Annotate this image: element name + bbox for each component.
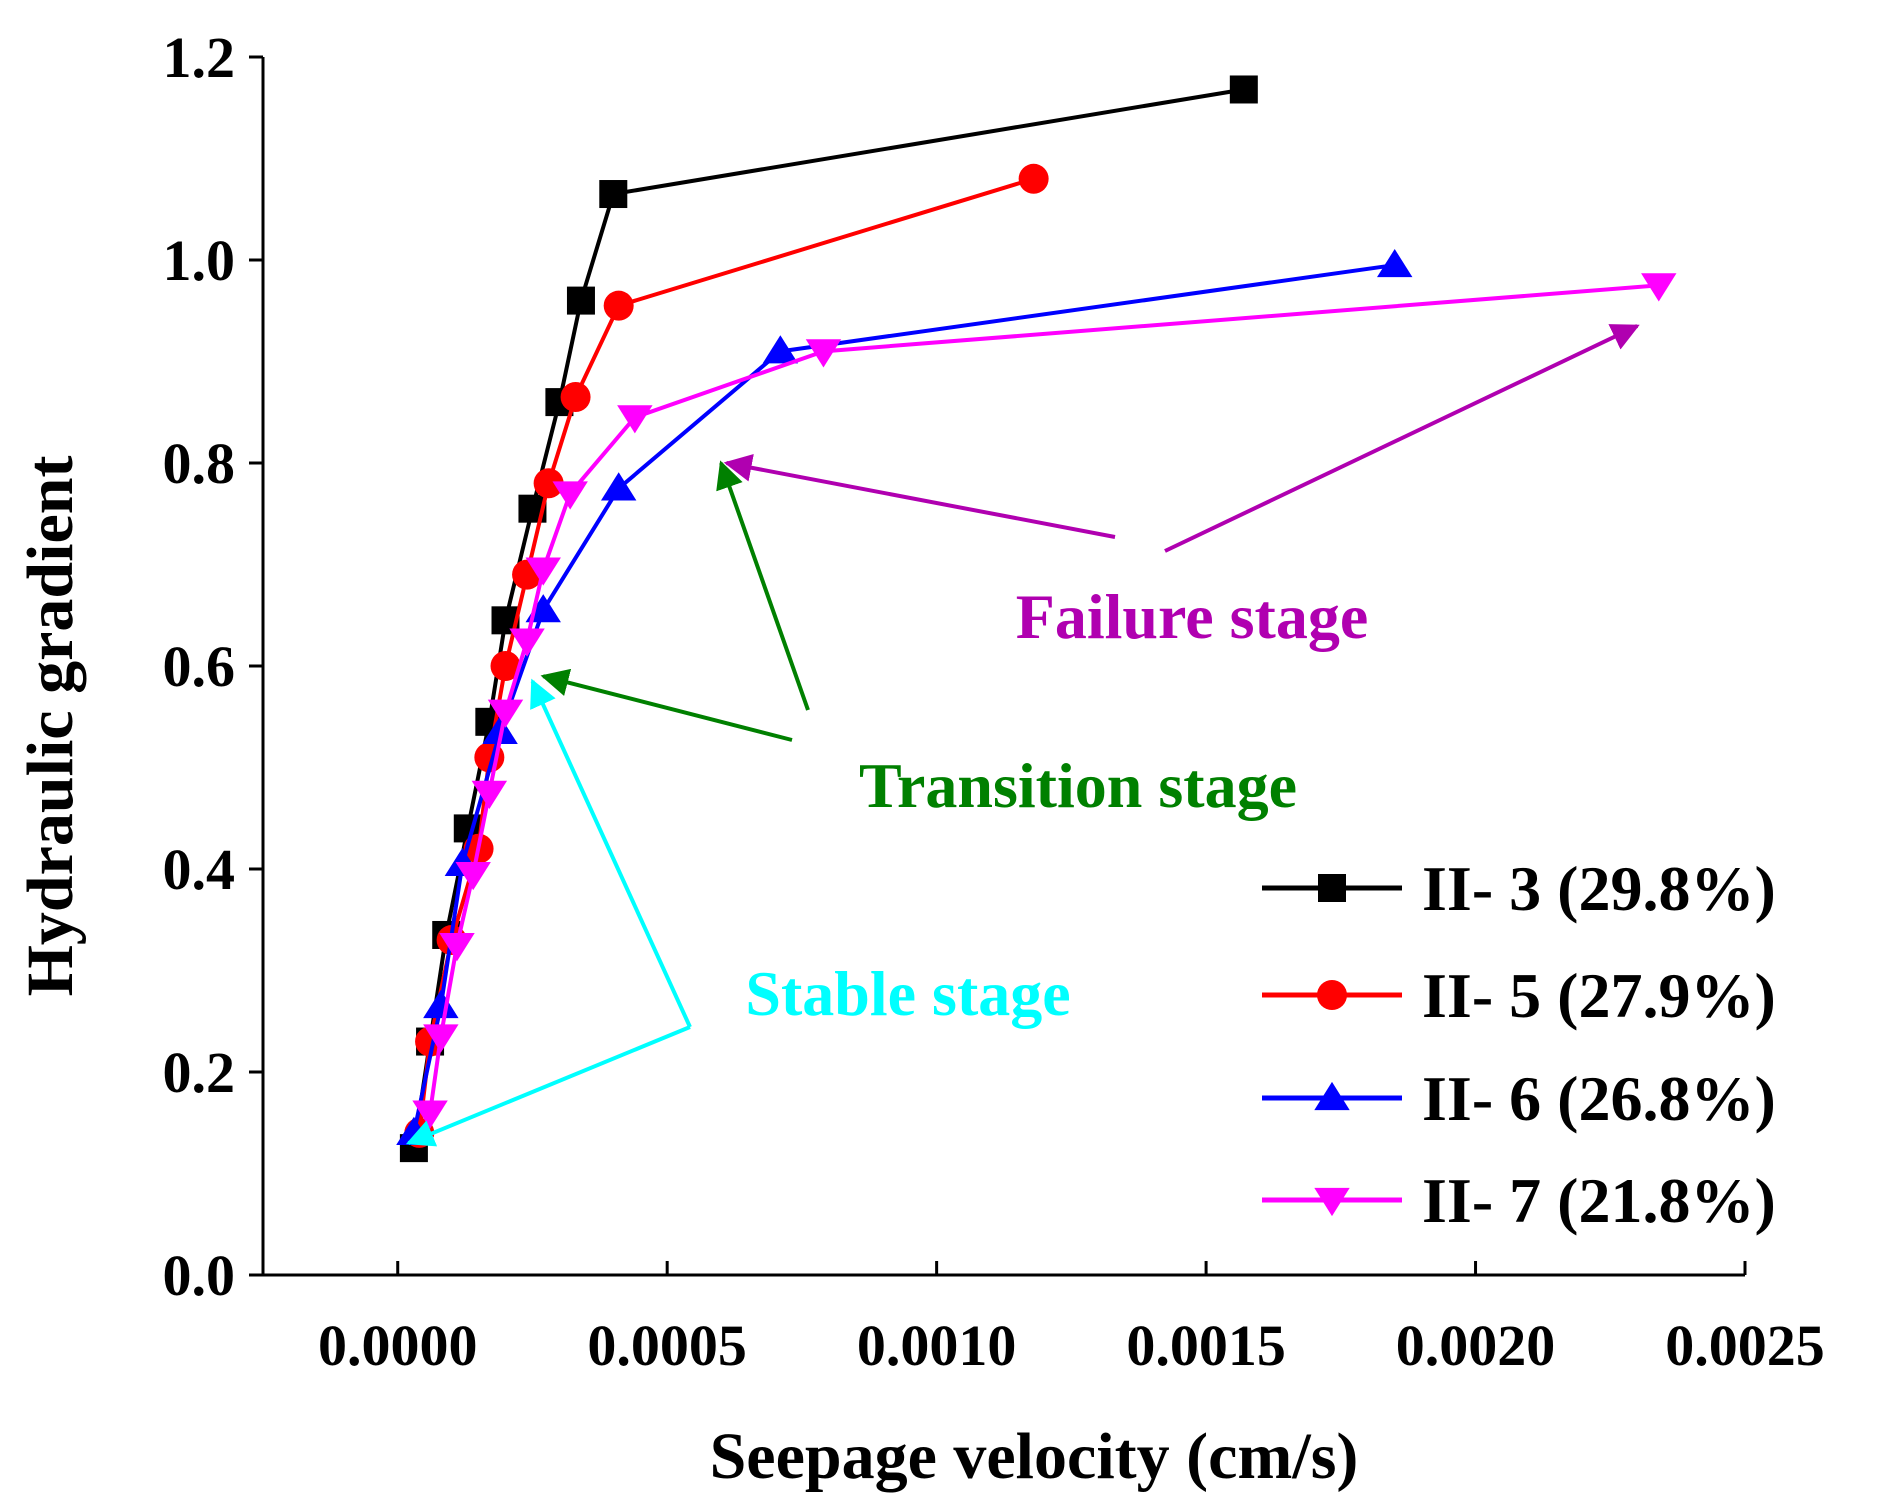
legend-item: II- 7 (21.8%) <box>1262 1165 1776 1236</box>
y-tick-label: 0.6 <box>163 634 236 699</box>
annotation-arrow <box>530 678 692 1028</box>
x-tick-label: 0.0025 <box>1665 1313 1825 1378</box>
annotation-arrow <box>540 668 793 742</box>
data-point <box>552 481 588 510</box>
legend-item: II- 5 (27.9%) <box>1262 960 1776 1031</box>
data-point <box>599 180 628 209</box>
y-axis-title: Hydraulic gradient <box>14 456 87 997</box>
legend-marker <box>1314 1187 1350 1217</box>
annotation-3: Failure stage <box>723 324 1640 652</box>
annotation-layer: Stable stage Transition stage Failure stag… <box>405 324 1640 1147</box>
data-point <box>600 472 637 501</box>
annotation-label: Transition stage <box>859 750 1297 821</box>
data-point <box>455 862 491 891</box>
annotation-arrow <box>1164 324 1640 553</box>
data-point <box>423 989 459 1019</box>
data-point <box>487 699 524 728</box>
legend-marker <box>1317 980 1347 1010</box>
data-point <box>490 651 521 681</box>
annotation-arrow <box>716 460 810 711</box>
legend: II- 3 (29.8%) II- 5 (27.9%) II- 6 (26.8%) I… <box>1262 853 1776 1236</box>
annotation-label: Stable stage <box>745 958 1070 1029</box>
y-tick-label: 0.4 <box>163 837 236 902</box>
series-layer <box>396 75 1677 1163</box>
data-point <box>566 286 595 315</box>
x-tick-label: 0.0000 <box>318 1313 478 1378</box>
data-point <box>1376 248 1413 278</box>
y-tick-label: 0.2 <box>163 1040 236 1105</box>
annotation-label: Failure stage <box>1016 581 1369 652</box>
data-point <box>471 780 508 809</box>
legend-label: II- 3 (29.8%) <box>1422 853 1776 924</box>
x-axis-title: Seepage velocity (cm/s) <box>710 1420 1359 1493</box>
data-point <box>617 405 653 434</box>
legend-item: II- 3 (29.8%) <box>1262 853 1776 924</box>
x-tick-label: 0.0010 <box>857 1313 1017 1378</box>
series-line <box>428 283 1659 1113</box>
data-point <box>533 468 564 499</box>
annotation-2: Transition stage <box>540 460 1297 821</box>
y-tick-label: 0.0 <box>163 1243 236 1308</box>
data-point <box>412 1100 448 1129</box>
legend-item: II- 6 (26.8%) <box>1262 1063 1776 1134</box>
data-point <box>560 382 591 413</box>
series-4 <box>412 273 1677 1129</box>
data-point <box>423 1024 459 1053</box>
data-point <box>439 933 475 962</box>
data-point <box>1229 75 1258 104</box>
legend-label: II- 6 (26.8%) <box>1422 1063 1776 1134</box>
data-point <box>525 557 561 586</box>
data-point <box>1641 273 1677 302</box>
data-point <box>762 335 799 364</box>
x-tick-label: 0.0005 <box>587 1313 747 1378</box>
data-point <box>1018 163 1049 194</box>
data-point <box>805 339 842 368</box>
data-point <box>509 628 545 657</box>
x-axis-ticks: 0.0000 0.0005 0.0010 0.0015 0.0020 0.0025 <box>318 1261 1825 1378</box>
x-tick-label: 0.0015 <box>1126 1313 1286 1378</box>
legend-marker <box>1318 874 1346 902</box>
data-point <box>603 290 634 321</box>
legend-label: II- 5 (27.9%) <box>1422 960 1776 1031</box>
x-tick-label: 0.0020 <box>1396 1313 1556 1378</box>
annotation-arrow <box>405 1025 691 1147</box>
y-tick-label: 1.2 <box>163 25 236 90</box>
y-tick-label: 1.0 <box>163 228 236 293</box>
y-axis-ticks: 0.0 0.2 0.4 0.6 0.8 1.0 1.2 <box>163 25 263 1308</box>
legend-label: II- 7 (21.8%) <box>1422 1165 1776 1236</box>
annotation-arrow <box>723 453 1116 539</box>
y-tick-label: 0.8 <box>163 431 236 496</box>
annotation-1: Stable stage <box>405 678 1071 1147</box>
legend-marker <box>1314 1081 1350 1111</box>
